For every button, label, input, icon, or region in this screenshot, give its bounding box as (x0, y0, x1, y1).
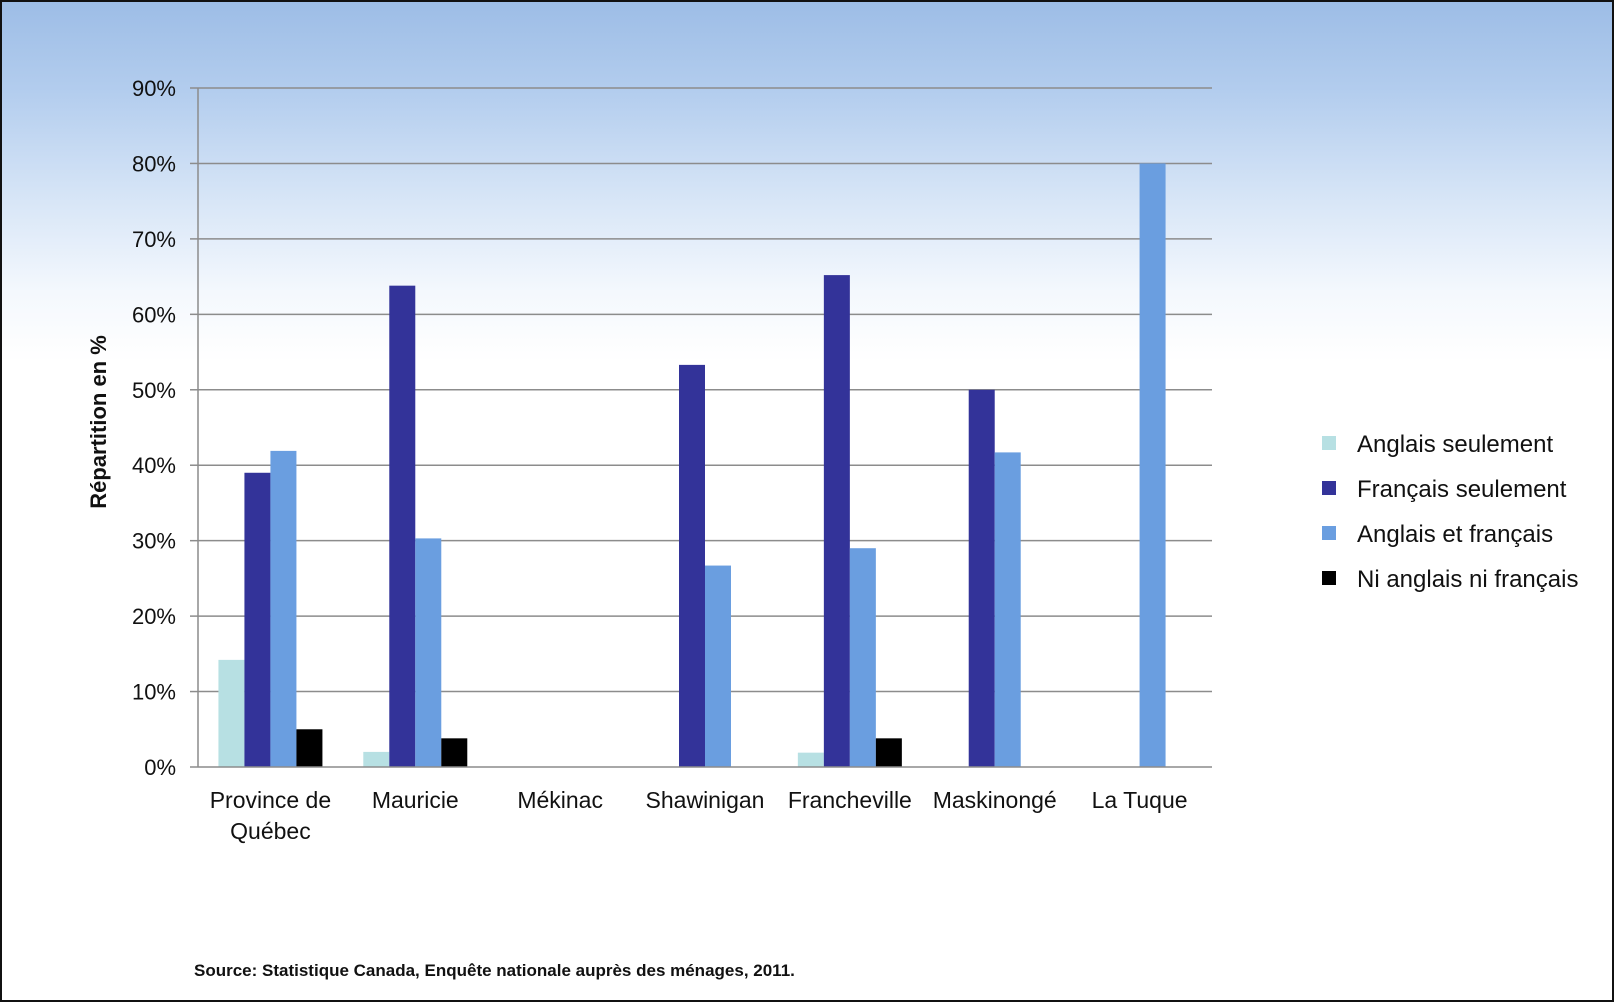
legend-label: Anglais et français (1357, 521, 1553, 548)
y-tick-labels: 0% 10% 20% 30% 40% 50% 60% 70% 80% 90% (132, 76, 176, 780)
x-category-label: La Tuque (1092, 787, 1188, 813)
bar (875, 738, 902, 767)
x-category-label: Francheville (788, 787, 912, 813)
legend-item: Anglais et français (1322, 521, 1553, 548)
bar (363, 751, 390, 767)
legend-label: Anglais seulement (1357, 431, 1553, 458)
bar (679, 364, 705, 767)
legend-swatch (1322, 526, 1336, 540)
y-tick-label: 10% (132, 680, 176, 705)
bar (270, 450, 297, 767)
bar (1139, 163, 1166, 767)
legend-item: Ni anglais ni français (1322, 566, 1578, 593)
bar (218, 659, 245, 767)
bar (823, 275, 850, 767)
y-tick-label: 40% (132, 453, 176, 478)
bar (797, 752, 824, 767)
legend-swatch (1322, 481, 1336, 495)
bars (218, 163, 1166, 767)
y-tick-label: 30% (132, 529, 176, 554)
x-category-label: Mauricie (372, 787, 459, 813)
bar (244, 472, 271, 767)
bar (389, 285, 416, 767)
x-category-label: Maskinongé (933, 787, 1057, 813)
legend-label: Ni anglais ni français (1357, 566, 1578, 593)
legend-label: Français seulement (1357, 476, 1567, 503)
x-category-label: Mékinac (517, 787, 603, 813)
bar (705, 565, 731, 767)
bar (849, 548, 876, 767)
x-category-label: Québec (230, 818, 311, 844)
legend-item: Anglais seulement (1322, 431, 1553, 458)
legend: Anglais seulement Français seulement Angla… (1322, 431, 1578, 593)
y-tick-label: 60% (132, 302, 176, 327)
y-tick-label: 50% (132, 378, 176, 403)
source-note: Source: Statistique Canada, Enquête nati… (194, 961, 795, 980)
bar (968, 389, 995, 767)
legend-item: Français seulement (1322, 476, 1567, 503)
bar (415, 538, 442, 767)
bar (441, 738, 468, 767)
x-category-label: Province de (210, 787, 331, 813)
y-axis-label: Répartition en % (86, 335, 111, 509)
legend-swatch (1322, 571, 1336, 585)
bar (994, 452, 1021, 767)
y-tick-label: 20% (132, 604, 176, 629)
y-tick-label: 70% (132, 227, 176, 252)
y-tick-label: 90% (132, 76, 176, 101)
x-category-label: Shawinigan (646, 787, 765, 813)
bar (296, 729, 323, 767)
legend-swatch (1322, 436, 1336, 450)
y-tick-label: 0% (144, 755, 176, 780)
x-category-labels: Province de Québec Mauricie Mékinac Shawinig… (210, 787, 1188, 844)
axes (197, 88, 1212, 768)
y-tick-label: 80% (132, 151, 176, 176)
